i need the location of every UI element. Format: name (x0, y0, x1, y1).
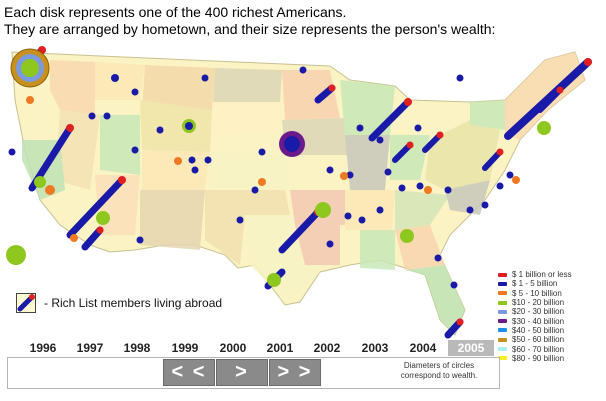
legend-item: $80 - 90 billion (498, 354, 606, 363)
legend-swatch (498, 281, 507, 286)
legend-label: $40 - 50 billion (512, 325, 565, 335)
disk-stack-dc (482, 149, 503, 171)
large-disks (6, 48, 551, 287)
legend-item: $40 - 50 billion (498, 326, 606, 335)
small-disks (8, 66, 514, 289)
legend-swatch (498, 300, 507, 305)
year-tab-1996[interactable]: 1996 (29, 341, 57, 355)
legend-item: $10 - 20 billion (498, 298, 606, 307)
disk-stack-ohio (392, 142, 413, 163)
caption-line-2: They are arranged by hometown, and their… (4, 21, 496, 37)
legend-label: $50 - 60 billion (512, 335, 565, 345)
disk-stack-la2 (81, 226, 104, 251)
legend-swatch (498, 347, 507, 352)
year-tab-2002[interactable]: 2002 (313, 341, 341, 355)
back-button[interactable]: < < (163, 359, 215, 386)
forward-button[interactable]: > > (269, 359, 321, 386)
abroad-disk-stack-icon (17, 294, 35, 312)
legend-swatch (498, 309, 507, 314)
legend-swatch (498, 337, 507, 342)
disk-stack-dallas (278, 208, 322, 254)
legend-item: $20 - 30 billion (498, 307, 606, 316)
legend-item: $50 - 60 billion (498, 335, 606, 344)
year-tab-2005[interactable]: 2005 (448, 340, 494, 356)
year-tab-1999[interactable]: 1999 (171, 341, 199, 355)
next-button[interactable]: > (216, 359, 268, 386)
legend-item: $ 1 - 5 billion (498, 279, 606, 288)
legend-item: $60 - 70 billion (498, 344, 606, 354)
disk-stack-detroit (422, 132, 443, 153)
legend-label: $ 1 billion or less (512, 270, 572, 280)
legend-label: $ 5 - 10 billion (512, 288, 562, 298)
diameter-note: Diameters of circles correspond to wealt… (400, 361, 478, 380)
year-tab-1998[interactable]: 1998 (123, 341, 151, 355)
year-selector: 1996 1997 1998 1999 2000 2001 2002 2003 2004 2005 (10, 340, 505, 356)
legend-label: $10 - 20 billion (512, 298, 565, 308)
legend-swatch (498, 272, 507, 277)
legend-item: $30 - 40 billion (498, 316, 606, 326)
caption-line-1: Each disk represents one of the 400 rich… (4, 4, 347, 20)
legend-swatch (498, 319, 507, 324)
wealth-legend: $ 1 billion or less $ 1 - 5 billion $ 5 - … (498, 270, 606, 363)
disk-stack-boston (537, 87, 563, 113)
abroad-label: - Rich List members living abroad (44, 296, 223, 310)
legend-label: $80 - 90 billion (512, 353, 565, 363)
abroad-box (16, 293, 36, 313)
legend-label: $20 - 30 billion (512, 307, 565, 317)
legend-label: $30 - 40 billion (512, 316, 565, 326)
year-tab-1997[interactable]: 1997 (76, 341, 104, 355)
legend-item: $ 1 billion or less (498, 270, 606, 279)
legend-swatch (498, 328, 507, 333)
us-wealth-map (6, 46, 592, 339)
abroad-legend: - Rich List members living abroad (16, 291, 222, 315)
year-tab-2001[interactable]: 2001 (266, 341, 294, 355)
disk-stack-la (66, 176, 126, 239)
rich-list-disks (18, 46, 592, 339)
disk-stack-chicago (368, 98, 412, 142)
legend-item: $ 5 - 10 billion (498, 289, 606, 298)
legend-label: $ 1 - 5 billion (512, 279, 558, 289)
year-tab-2000[interactable]: 2000 (219, 341, 247, 355)
small-orange-disks (70, 157, 520, 242)
year-tab-2003[interactable]: 2003 (361, 341, 389, 355)
legend-swatch (498, 356, 507, 361)
legend-swatch (498, 291, 507, 296)
year-tab-2004[interactable]: 2004 (409, 341, 437, 355)
legend-label: $60 - 70 billion (512, 344, 565, 354)
